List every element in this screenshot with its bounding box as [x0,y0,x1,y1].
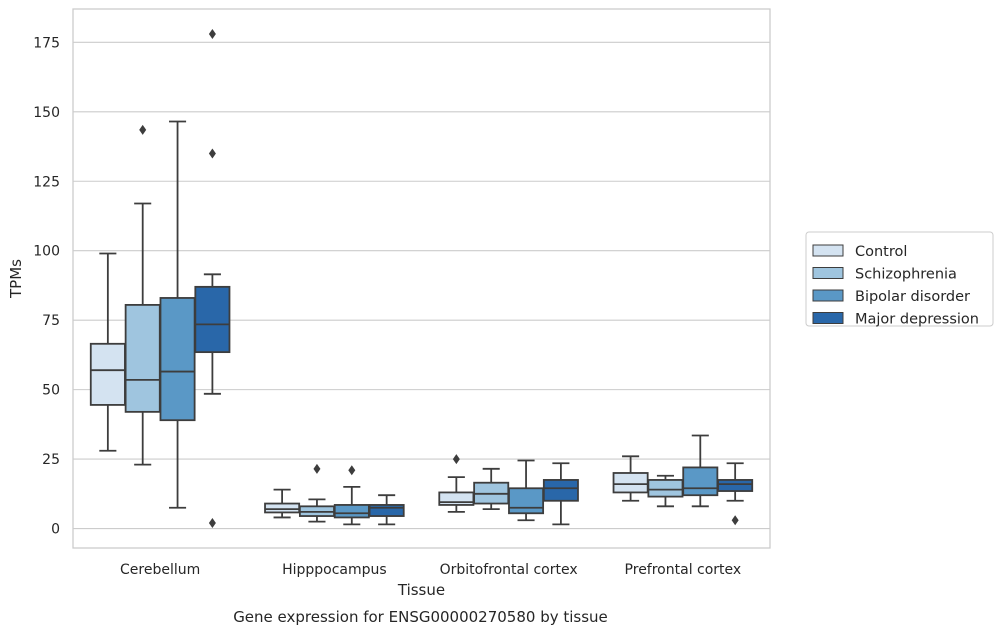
box-bipolar-disorder [159,120,196,509]
box-control [438,454,475,513]
iqr-box [612,472,649,494]
box-major-depression [368,494,405,526]
iqr-box [89,342,126,406]
x-tick-label: Hipppocampus [282,562,387,578]
iqr-box [508,487,545,515]
legend: Control Schizophrenia Bipolar disorder Majo… [805,231,994,328]
x-tick-label: Prefrontal cortex [625,562,742,578]
box-control [612,455,649,502]
iqr-box [717,479,754,492]
iqr-box [438,491,475,506]
outlier-point [731,515,739,526]
outlier-point [452,454,460,465]
y-tick-label: 50 [42,383,60,399]
legend-swatch [812,289,844,302]
y-tick-label: 125 [33,174,60,190]
iqr-box [194,285,231,354]
x-tick-labels: Cerebellum Hipppocampus Orbitofrontal cort… [120,562,741,578]
legend-frame [805,231,994,327]
box-layer [89,29,754,528]
box-control [264,488,301,519]
legend-label: Schizophrenia [855,267,957,283]
iqr-box [682,466,719,497]
box-schizophrenia [473,467,510,511]
iqr-box [368,504,405,517]
x-tick-label: Orbitofrontal cortex [440,562,578,578]
plot-frame [72,8,771,549]
box-schizophrenia [298,463,335,523]
y-tick-label: 100 [33,244,60,260]
iqr-box [159,297,196,422]
outlier-point [208,29,216,40]
iqr-box [124,303,161,413]
iqr-box [647,479,684,498]
y-tick-label: 175 [33,35,60,51]
iqr-box [264,502,301,514]
x-tick-label: Cerebellum [120,562,200,578]
box-bipolar-disorder [333,465,370,526]
x-axis-label: Tissue [397,581,445,599]
y-tick-labels: 0 25 50 75 100 125 150 175 [33,35,60,537]
box-major-depression [542,462,579,526]
iqr-box [542,479,579,502]
box-major-depression [717,462,754,526]
legend-label: Control [855,244,907,260]
box-major-depression [194,29,231,528]
box-bipolar-disorder [508,459,545,522]
y-tick-label: 25 [42,452,60,468]
y-tick-label: 150 [33,105,60,121]
y-tick-label: 0 [51,522,60,538]
box-control [89,252,126,452]
box-bipolar-disorder [682,434,719,508]
box-schizophrenia [647,474,684,508]
outlier-point [208,517,216,528]
legend-swatch [812,267,844,279]
legend-label: Bipolar disorder [855,289,970,305]
legend-swatch [812,312,844,324]
legend-swatch [812,244,844,257]
y-tick-label: 75 [42,313,60,329]
box-schizophrenia [124,124,161,466]
y-axis-label: TPMs [7,259,25,299]
legend-label: Major depression [855,312,979,328]
outlier-point [139,124,147,135]
outlier-point [208,148,216,159]
outlier-point [313,463,321,474]
chart-caption: Gene expression for ENSG00000270580 by t… [233,608,608,626]
outlier-point [348,465,356,476]
iqr-box [333,504,370,519]
